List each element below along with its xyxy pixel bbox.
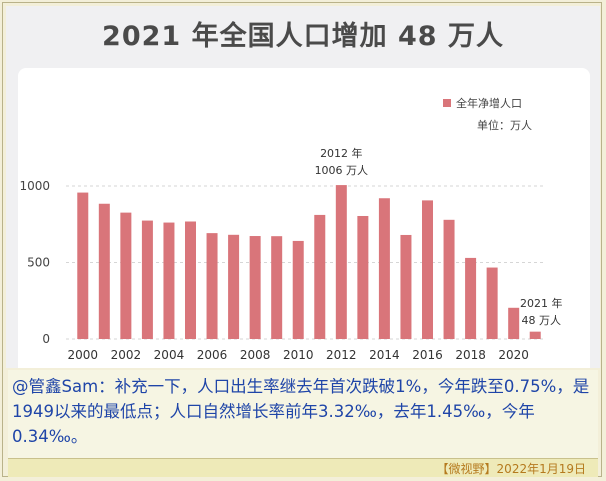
bar-2011	[314, 214, 326, 339]
x-tick-label: 2016	[412, 348, 443, 362]
annotation-line2: 48 万人	[521, 314, 561, 327]
bar-2012	[335, 185, 347, 339]
bar-2014	[378, 198, 390, 339]
bar-2013	[357, 215, 369, 339]
bar-2010	[292, 240, 304, 339]
bar-2001	[98, 203, 110, 339]
bar-2003	[141, 220, 153, 339]
x-tick-label: 2020	[498, 348, 529, 362]
y-tick-label: 500	[27, 256, 50, 270]
bar-2008	[249, 236, 261, 339]
chart-title: 2021 年全国人口增加 48 万人	[102, 21, 504, 52]
bar-2020	[508, 307, 520, 339]
bar-2009	[271, 236, 283, 339]
annotation-line1: 2012 年	[320, 146, 363, 160]
legend-swatch	[443, 99, 451, 107]
caption-box: @管鑫Sam：补充一下，人口出生率继去年首次跌破1%，今年跌至0.75%，是19…	[8, 370, 598, 458]
x-tick-label: 2018	[455, 348, 486, 362]
annotation-line1: 2021 年	[520, 296, 563, 310]
bar-2019	[486, 267, 498, 339]
legend-unit: 单位：万人	[477, 118, 532, 132]
bar-2015	[400, 234, 412, 339]
y-tick-label: 0	[42, 332, 50, 346]
bar-chart: 0 500 1000 2000 2002 2004 2006 2008 2010 2012 2014…	[19, 96, 563, 362]
bar-2021	[529, 331, 541, 339]
caption-text: @管鑫Sam：补充一下，人口出生率继去年首次跌破1%，今年跌至0.75%，是19…	[12, 377, 590, 446]
annotation-line2: 1006 万人	[315, 164, 369, 177]
x-tick-label: 2004	[154, 348, 185, 362]
bar-2002	[120, 212, 132, 339]
legend-label: 全年净增人口	[456, 96, 522, 110]
bar-2018	[465, 257, 477, 339]
x-tick-label: 2000	[67, 348, 98, 362]
footer-source-date: 【微视野】2022年1月19日	[436, 462, 586, 476]
bar-2007	[228, 234, 240, 339]
bar-2004	[163, 222, 175, 339]
x-tick-label: 2014	[369, 348, 400, 362]
bar-2016	[422, 200, 433, 339]
x-tick-label: 2008	[240, 348, 271, 362]
y-tick-label: 1000	[19, 179, 50, 193]
x-tick-label: 2002	[111, 348, 142, 362]
bar-2000	[77, 192, 89, 339]
x-tick-label: 2006	[197, 348, 228, 362]
bar-2006	[206, 233, 218, 339]
bar-2017	[443, 219, 455, 339]
chart-panel: 2021 年全国人口增加 48 万人 0 500 1000 2000 2002 2004 2…	[6, 6, 600, 368]
bar-2005	[185, 221, 196, 339]
footer-bar: 【微视野】2022年1月19日	[8, 458, 598, 477]
x-tick-label: 2012	[326, 348, 357, 362]
x-tick-label: 2010	[283, 348, 314, 362]
